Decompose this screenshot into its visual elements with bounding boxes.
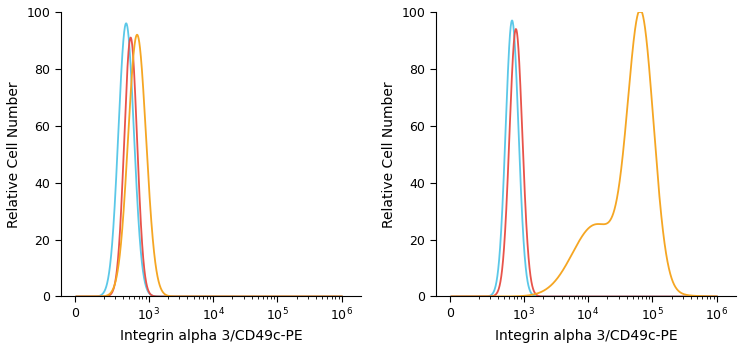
Y-axis label: Relative Cell Number: Relative Cell Number: [7, 81, 21, 228]
Y-axis label: Relative Cell Number: Relative Cell Number: [382, 81, 396, 228]
X-axis label: Integrin alpha 3/CD49c-PE: Integrin alpha 3/CD49c-PE: [495, 329, 677, 343]
X-axis label: Integrin alpha 3/CD49c-PE: Integrin alpha 3/CD49c-PE: [120, 329, 302, 343]
